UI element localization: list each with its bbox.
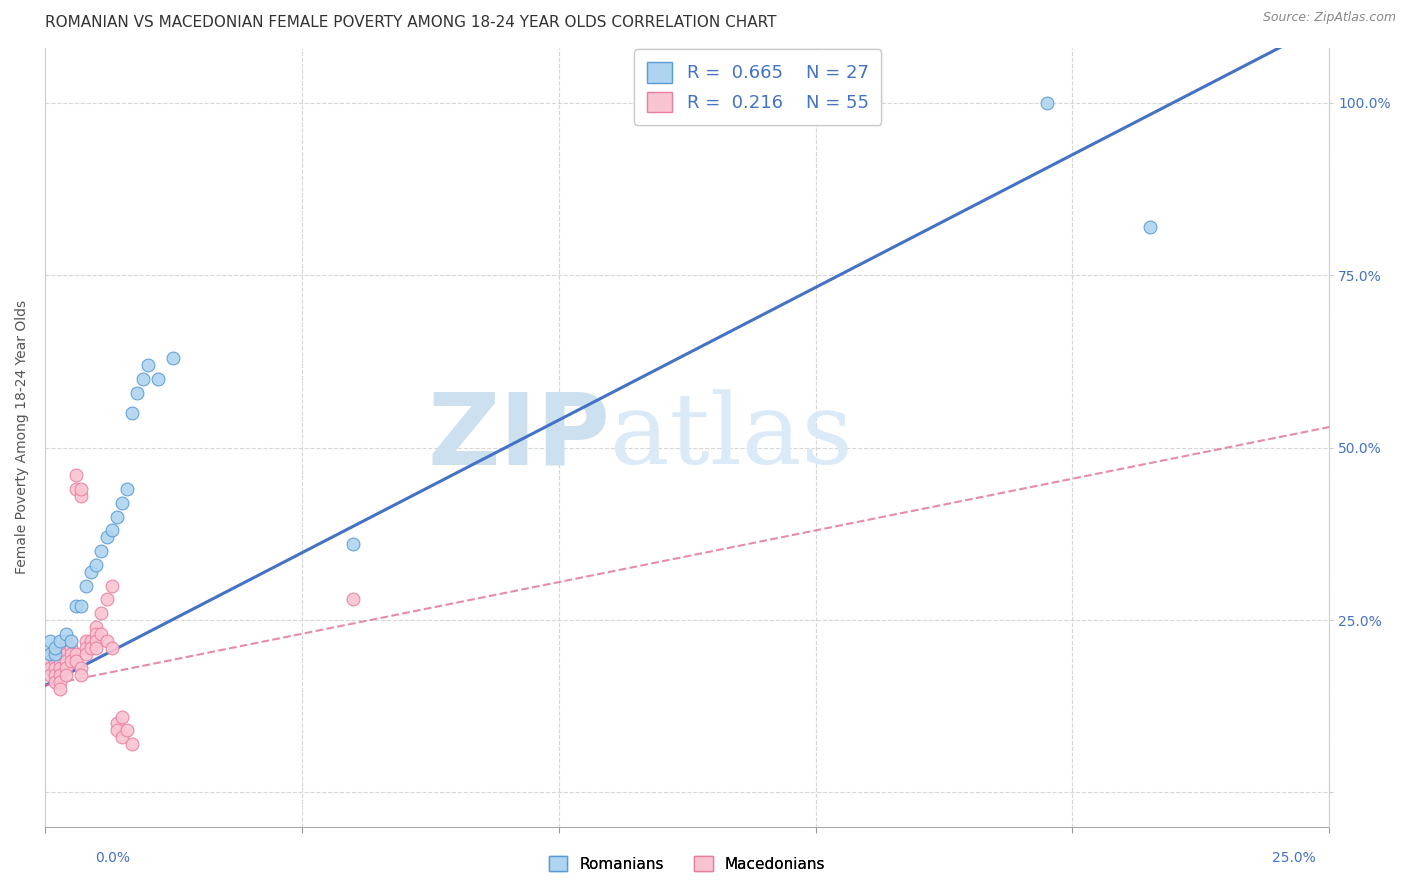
Point xyxy=(44,640,66,655)
Point xyxy=(49,648,72,662)
Point xyxy=(96,530,118,544)
Point xyxy=(65,654,87,668)
Point xyxy=(75,633,97,648)
Point xyxy=(59,648,82,662)
Point xyxy=(65,468,87,483)
Point xyxy=(70,668,93,682)
Point xyxy=(55,648,77,662)
Point xyxy=(80,633,103,648)
Point xyxy=(146,372,169,386)
Text: 0.0%: 0.0% xyxy=(96,851,131,865)
Point xyxy=(44,654,66,668)
Point xyxy=(55,633,77,648)
Point xyxy=(121,737,143,751)
Point xyxy=(111,496,134,510)
Point xyxy=(55,627,77,641)
Point xyxy=(105,509,128,524)
Point xyxy=(49,633,72,648)
Point xyxy=(86,620,108,634)
Point xyxy=(49,681,72,696)
Point xyxy=(86,627,108,641)
Point xyxy=(44,648,66,662)
Point xyxy=(86,640,108,655)
Point xyxy=(90,544,112,558)
Point xyxy=(59,633,82,648)
Point xyxy=(100,524,122,538)
Text: atlas: atlas xyxy=(610,390,853,485)
Point xyxy=(44,661,66,675)
Point xyxy=(115,723,138,738)
Point xyxy=(39,633,62,648)
Point xyxy=(39,661,62,675)
Point xyxy=(59,640,82,655)
Y-axis label: Female Poverty Among 18-24 Year Olds: Female Poverty Among 18-24 Year Olds xyxy=(15,301,30,574)
Point xyxy=(55,654,77,668)
Text: 25.0%: 25.0% xyxy=(1272,851,1316,865)
Point xyxy=(65,482,87,496)
Point xyxy=(44,668,66,682)
Point xyxy=(86,633,108,648)
Point xyxy=(100,640,122,655)
Point xyxy=(55,640,77,655)
Point xyxy=(70,482,93,496)
Point xyxy=(65,648,87,662)
Point xyxy=(105,723,128,738)
Point xyxy=(80,640,103,655)
Point xyxy=(1036,95,1059,110)
Point xyxy=(59,654,82,668)
Point xyxy=(131,372,153,386)
Point xyxy=(70,489,93,503)
Point xyxy=(115,482,138,496)
Point xyxy=(55,661,77,675)
Text: ROMANIAN VS MACEDONIAN FEMALE POVERTY AMONG 18-24 YEAR OLDS CORRELATION CHART: ROMANIAN VS MACEDONIAN FEMALE POVERTY AM… xyxy=(45,15,776,30)
Point xyxy=(44,675,66,690)
Point xyxy=(96,633,118,648)
Point xyxy=(55,668,77,682)
Point xyxy=(86,558,108,572)
Point xyxy=(342,592,364,607)
Point xyxy=(44,648,66,662)
Text: Source: ZipAtlas.com: Source: ZipAtlas.com xyxy=(1263,11,1396,24)
Point xyxy=(100,578,122,592)
Point xyxy=(70,661,93,675)
Point xyxy=(105,716,128,731)
Text: ZIP: ZIP xyxy=(427,389,610,486)
Point xyxy=(65,599,87,614)
Point xyxy=(80,565,103,579)
Point xyxy=(136,358,159,372)
Point xyxy=(49,661,72,675)
Point xyxy=(39,654,62,668)
Point xyxy=(121,406,143,420)
Point xyxy=(37,661,59,675)
Point xyxy=(39,648,62,662)
Point xyxy=(96,592,118,607)
Point xyxy=(90,606,112,620)
Point xyxy=(1139,220,1161,235)
Point xyxy=(75,640,97,655)
Point xyxy=(49,668,72,682)
Legend: R =  0.665    N = 27, R =  0.216    N = 55: R = 0.665 N = 27, R = 0.216 N = 55 xyxy=(634,49,882,125)
Point xyxy=(90,627,112,641)
Point xyxy=(39,668,62,682)
Point xyxy=(111,709,134,723)
Point xyxy=(342,537,364,551)
Point xyxy=(111,730,134,744)
Point xyxy=(49,654,72,668)
Point xyxy=(162,351,184,365)
Point xyxy=(75,648,97,662)
Point xyxy=(49,675,72,690)
Point xyxy=(75,578,97,592)
Point xyxy=(39,648,62,662)
Point xyxy=(70,599,93,614)
Point xyxy=(127,385,149,400)
